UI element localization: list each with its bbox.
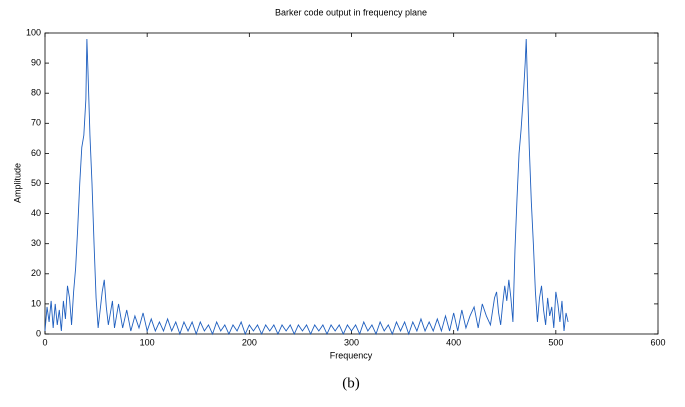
y-tick-label: 70 — [31, 118, 41, 128]
plot-frame — [44, 32, 659, 335]
x-tick-label: 400 — [446, 337, 461, 347]
x-tick-label: 0 — [42, 337, 47, 347]
x-tick-label: 200 — [242, 337, 257, 347]
y-tick-label: 0 — [36, 328, 41, 338]
y-tick-label: 100 — [26, 27, 41, 37]
x-tick-label: 500 — [548, 337, 563, 347]
y-tick-label: 40 — [31, 208, 41, 218]
x-tick-label: 300 — [344, 337, 359, 347]
y-tick-label: 20 — [31, 268, 41, 278]
chart-title: Barker code output in frequency plane — [275, 7, 427, 17]
y-tick-label: 50 — [31, 178, 41, 188]
y-tick-label: 80 — [31, 88, 41, 98]
y-axis-label: Amplitude — [12, 163, 22, 203]
y-tick-label: 60 — [31, 148, 41, 158]
x-tick-label: 100 — [140, 337, 155, 347]
x-axis-label: Frequency — [330, 350, 373, 360]
y-tick-label: 10 — [31, 298, 41, 308]
y-tick-label: 90 — [31, 57, 41, 67]
y-tick-label: 30 — [31, 238, 41, 248]
x-tick-label: 600 — [650, 337, 665, 347]
data-line — [44, 39, 569, 336]
caption: (b) — [342, 375, 360, 391]
